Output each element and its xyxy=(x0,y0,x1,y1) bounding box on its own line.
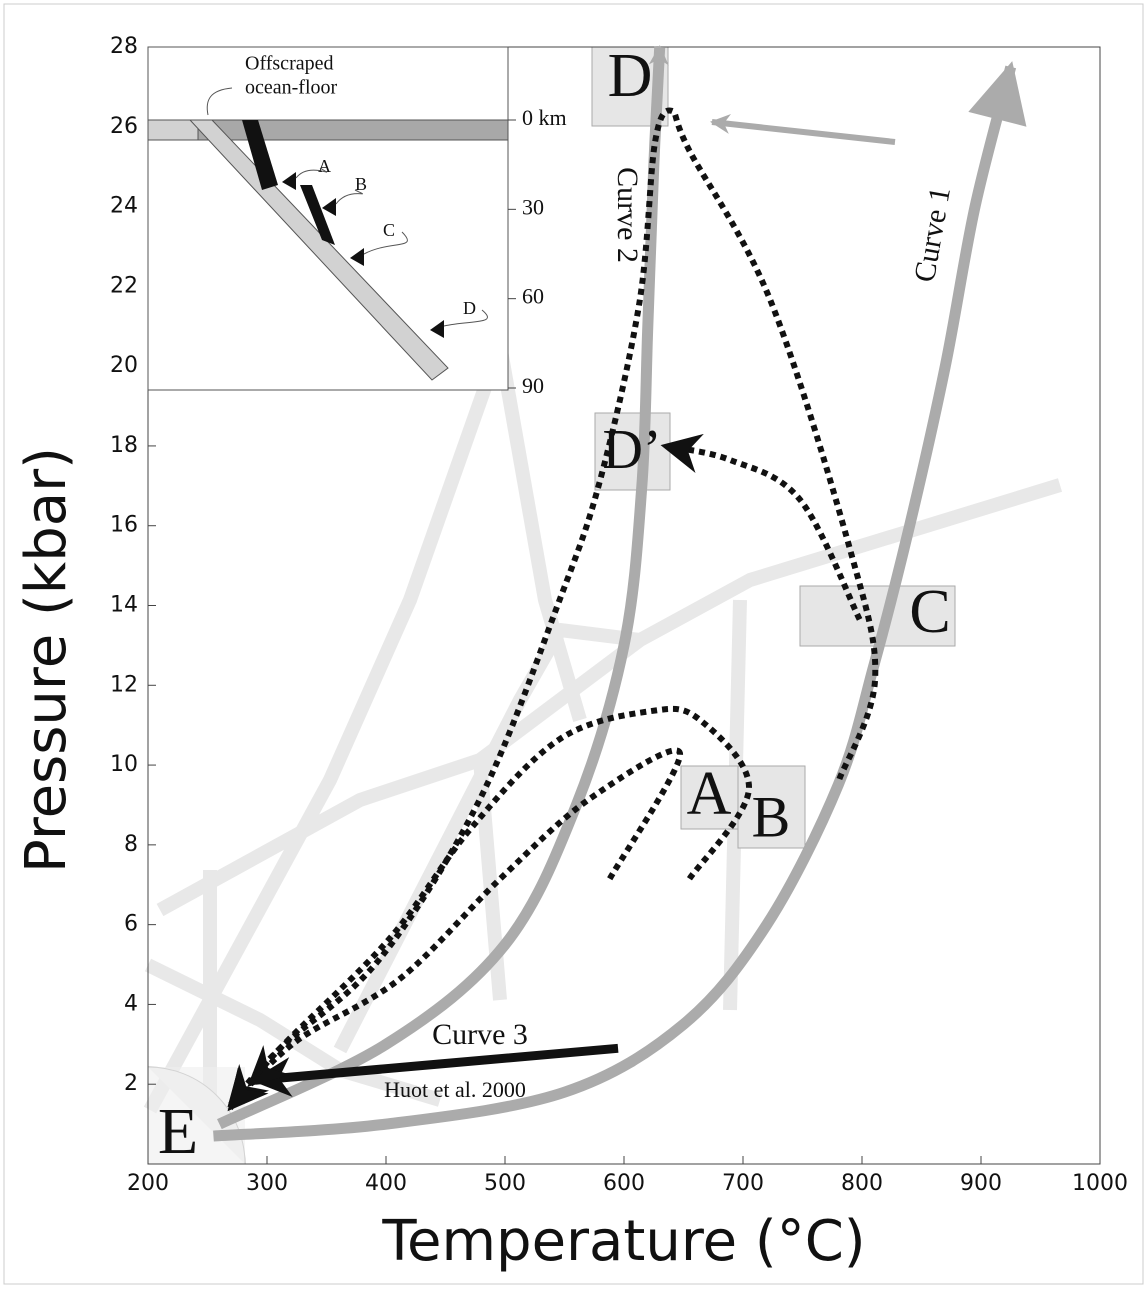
curve-label: Curve 1 xyxy=(908,184,957,284)
y-tick-label: 24 xyxy=(110,194,138,219)
inset-title: ocean-floor xyxy=(245,77,338,99)
y-axis-label: Pressure (kbar) xyxy=(14,447,79,873)
annotation: D’ xyxy=(602,419,661,481)
offscraped-layer xyxy=(148,120,198,140)
annotation: Huot et al. 2000 xyxy=(384,1077,526,1102)
page: 0 km306090Offscrapedocean-floorABCD 2003… xyxy=(0,0,1148,1289)
x-tick-label: 1000 xyxy=(1072,1171,1128,1196)
y-tick-label: 12 xyxy=(110,672,138,697)
y-tick-label: 4 xyxy=(124,991,138,1016)
x-tick-label: 400 xyxy=(365,1171,407,1196)
annotation: D xyxy=(608,42,653,110)
chart: 0 km306090Offscrapedocean-floorABCD 2003… xyxy=(0,0,1148,1289)
inset-label: C xyxy=(383,220,395,240)
inset-title: Offscraped xyxy=(245,53,333,75)
y-tick-label: 16 xyxy=(110,513,138,538)
y-tick-label: 6 xyxy=(124,912,138,937)
x-tick-label: 500 xyxy=(484,1171,526,1196)
depth-tick-label: 90 xyxy=(522,373,544,398)
curve-label: Curve 3 xyxy=(432,1018,528,1051)
y-tick-label: 2 xyxy=(124,1071,138,1096)
y-tick-label: 28 xyxy=(110,34,138,59)
annotation: B xyxy=(752,784,791,849)
y-tick-label: 20 xyxy=(110,353,138,378)
curve-label: Curve 2 xyxy=(611,167,644,263)
depth-tick-label: 60 xyxy=(522,284,544,309)
inset-label: A xyxy=(318,156,331,176)
y-tick-label: 10 xyxy=(110,752,138,777)
y-tick-label: 14 xyxy=(110,593,138,618)
x-tick-label: 600 xyxy=(603,1171,645,1196)
y-tick-label: 8 xyxy=(124,832,138,857)
depth-tick-label: 0 km xyxy=(522,105,567,130)
x-tick-label: 700 xyxy=(722,1171,764,1196)
annotation: C xyxy=(909,578,950,646)
x-tick-label: 300 xyxy=(246,1171,288,1196)
inset-label: B xyxy=(355,174,367,194)
depth-tick-label: 30 xyxy=(522,194,544,219)
y-tick-label: 22 xyxy=(110,273,138,298)
inset-label: D xyxy=(463,298,476,318)
y-tick-label: 26 xyxy=(110,114,138,139)
pointer-arrow xyxy=(712,122,895,142)
x-tick-label: 800 xyxy=(841,1171,883,1196)
annotation: E xyxy=(158,1095,198,1168)
x-tick-label: 900 xyxy=(960,1171,1002,1196)
x-axis-label: Temperature (°C) xyxy=(381,1209,865,1274)
x-tick-label: 200 xyxy=(127,1171,169,1196)
annotation: A xyxy=(687,760,732,828)
y-tick-label: 18 xyxy=(110,433,138,458)
